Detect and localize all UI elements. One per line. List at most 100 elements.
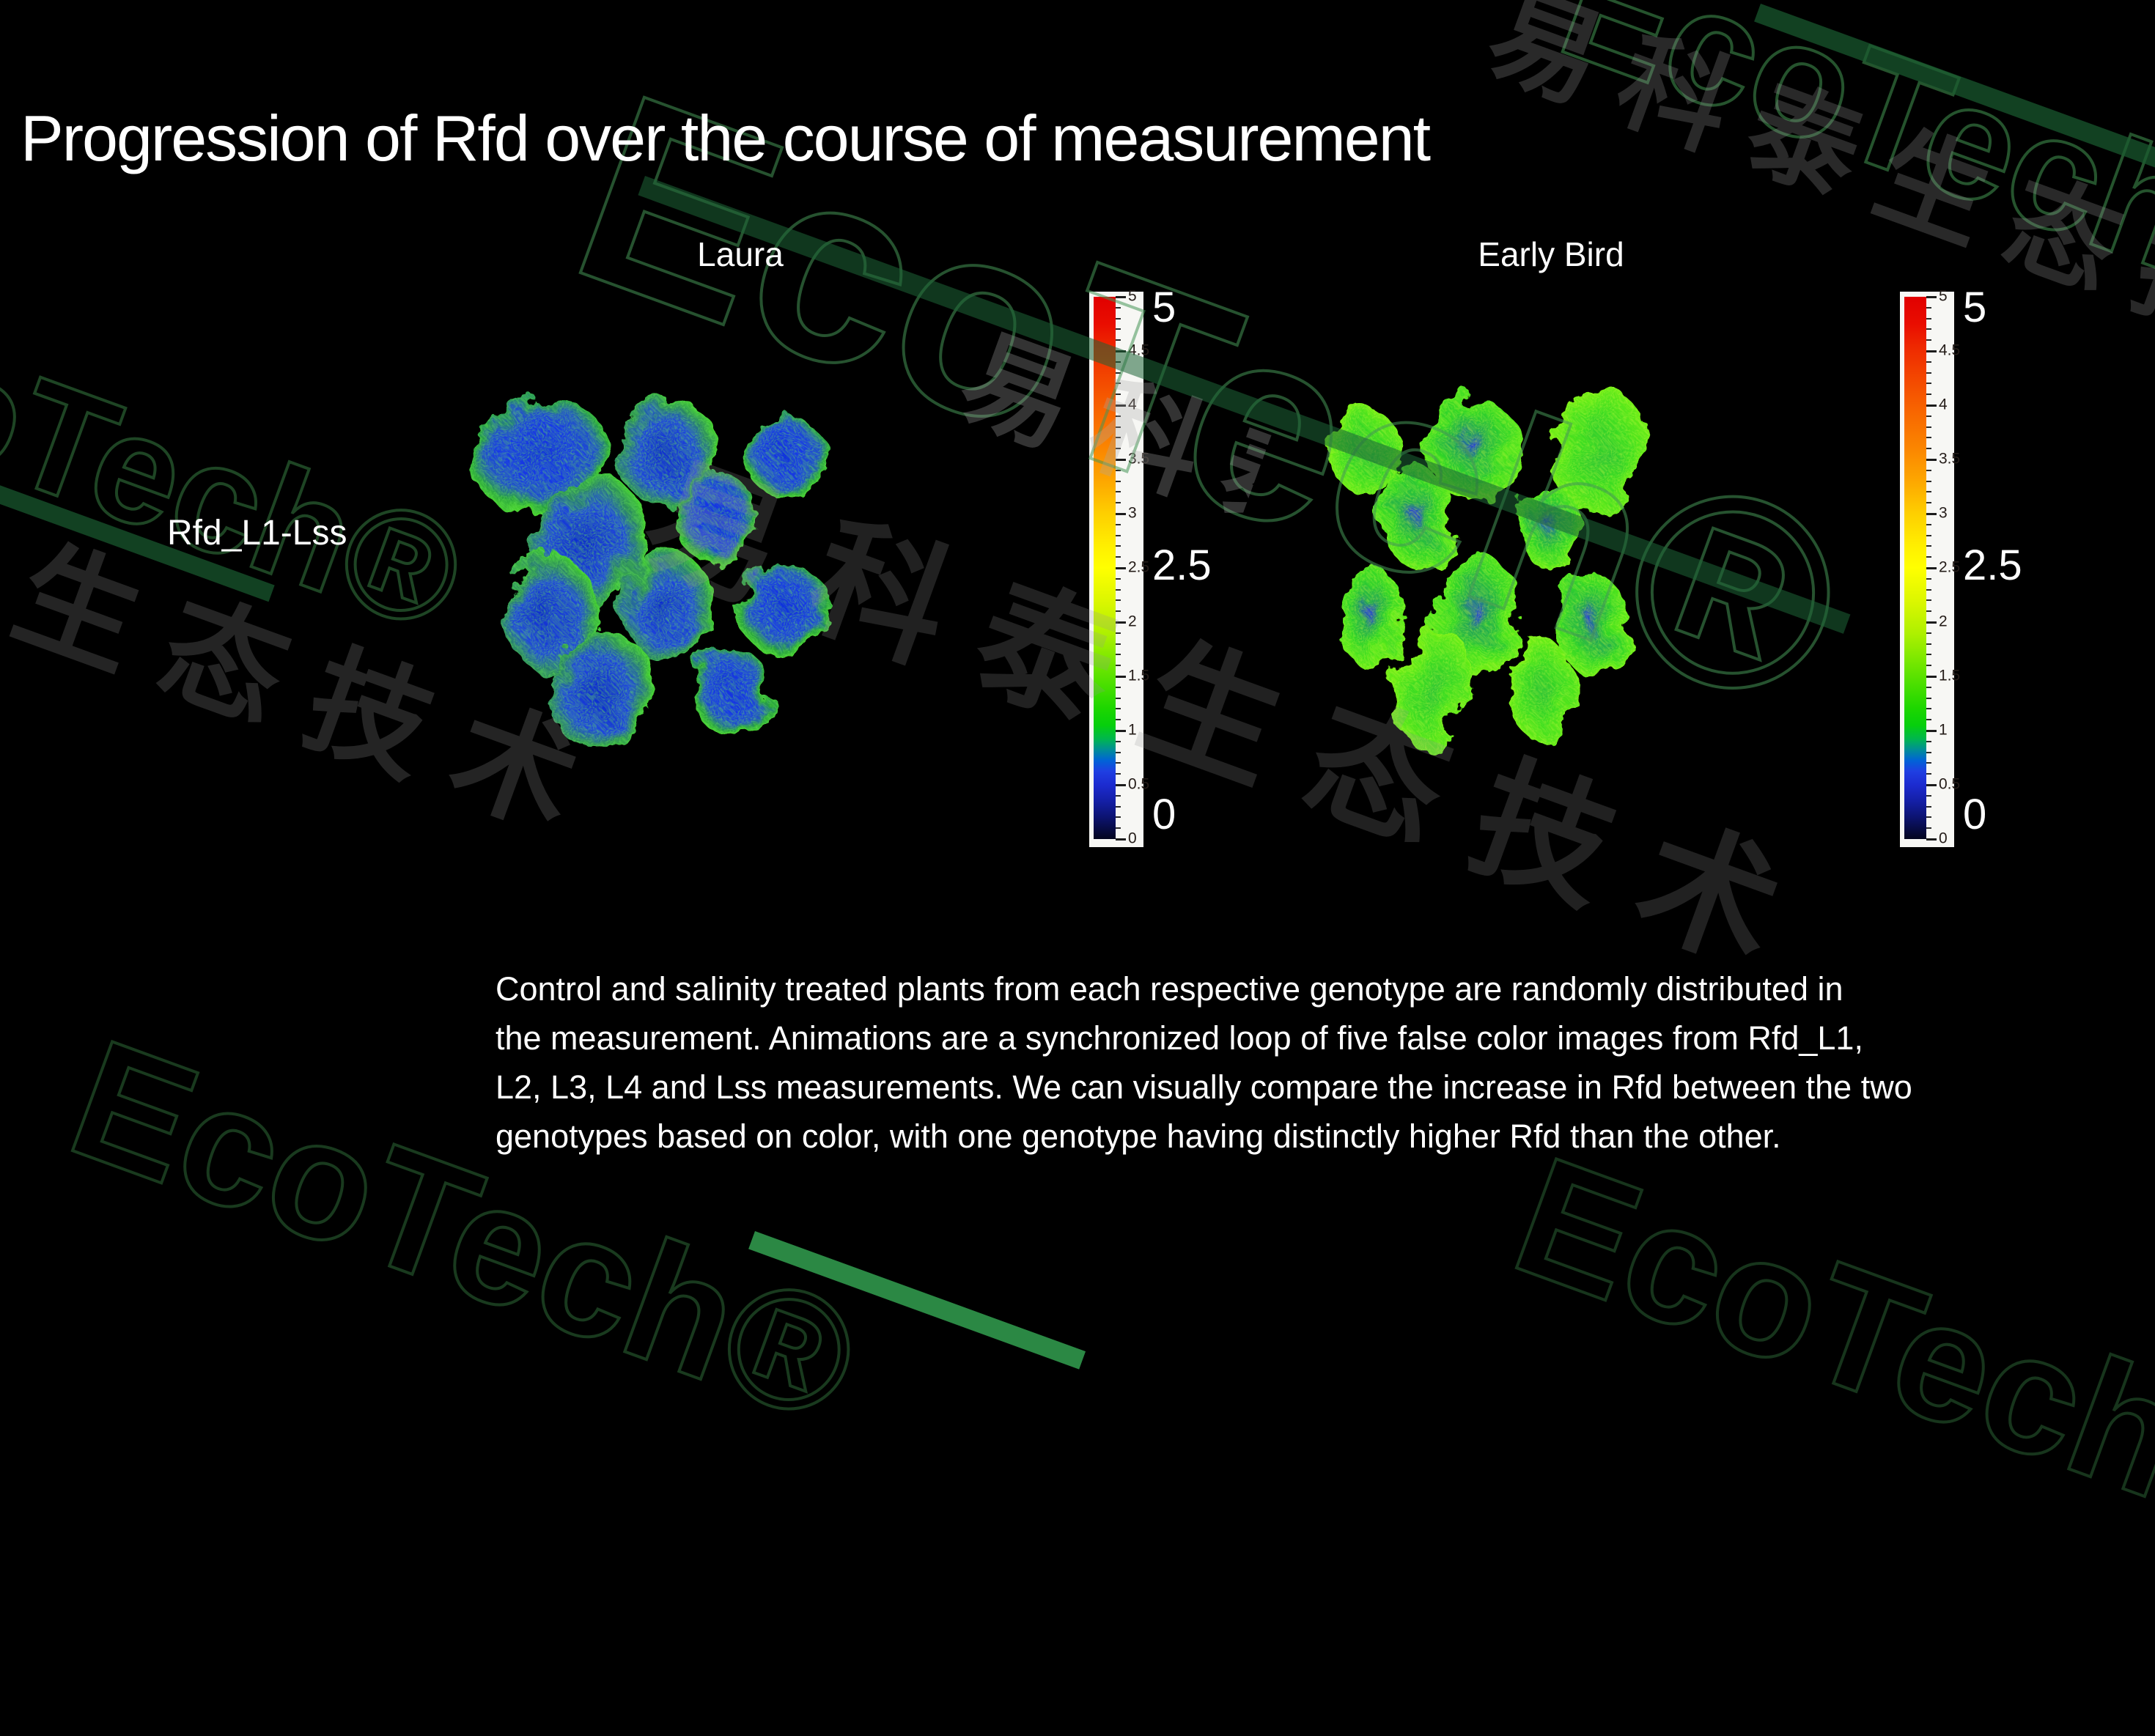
minor-tick [1926, 773, 1931, 775]
major-tick [1116, 784, 1126, 786]
minor-tick [1926, 643, 1931, 645]
tick-label: 3 [1128, 504, 1137, 522]
panel-label-laura: Laura [697, 235, 784, 273]
minor-tick [1116, 523, 1121, 525]
minor-tick [1116, 317, 1121, 320]
minor-tick [1926, 328, 1931, 330]
watermark-underline-bar [1754, 4, 2155, 197]
minor-tick [1116, 383, 1121, 385]
minor-tick [1926, 740, 1931, 742]
minor-tick [1116, 708, 1121, 710]
minor-tick [1116, 665, 1121, 667]
minor-tick [1926, 339, 1931, 341]
minor-tick [1116, 762, 1121, 764]
major-tick [1926, 296, 1937, 298]
colorbar-left: 5 4.5 4 3.5 3 2.5 2 1.5 1 0.5 0 [1089, 288, 1149, 847]
minor-tick [1116, 610, 1121, 613]
minor-tick [1926, 394, 1931, 396]
minor-tick [1116, 805, 1121, 808]
minor-tick [1926, 437, 1931, 439]
minor-tick [1926, 654, 1931, 656]
tick-label: 2 [1939, 613, 1948, 630]
tick-label: 0 [1939, 830, 1948, 847]
laura-false-color-image [469, 385, 831, 763]
minor-tick [1926, 610, 1931, 613]
minor-tick [1116, 773, 1121, 775]
minor-tick [1116, 654, 1121, 656]
major-tick [1926, 513, 1937, 515]
caption-line: Control and salinity treated plants from… [496, 970, 1843, 1008]
tick-label: 4 [1939, 396, 1948, 413]
panel-label-early-bird: Early Bird [1478, 235, 1624, 273]
minor-tick [1926, 708, 1931, 710]
minor-tick [1116, 827, 1121, 830]
colorbar-ticks: 5 4.5 4 3.5 3 2.5 2 1.5 1 0.5 0 [1926, 288, 1960, 847]
major-tick [1116, 513, 1126, 515]
tick-label: 0.5 [1939, 775, 1961, 793]
minor-tick [1926, 805, 1931, 808]
tick-label: 1.5 [1939, 667, 1961, 684]
minor-tick [1926, 523, 1931, 525]
minor-tick [1116, 361, 1121, 363]
caption-line: L2, L3, L4 and Lss measurements. We can … [496, 1068, 1912, 1106]
major-tick [1116, 676, 1126, 678]
caption-line: genotypes based on color, with one genot… [496, 1118, 1781, 1155]
tick-label: 2.5 [1939, 558, 1961, 576]
tick-label: 5 [1939, 287, 1948, 305]
watermark-cjk-text: 易科泰生态技术 [1473, 0, 2155, 415]
minor-tick [1116, 437, 1121, 439]
tick-label: 1 [1939, 721, 1948, 739]
major-tick [1116, 567, 1126, 569]
minor-tick [1116, 816, 1121, 819]
tick-label: 5 [1128, 287, 1137, 305]
tick-label: 4.5 [1939, 341, 1961, 359]
tick-label: 3 [1939, 504, 1948, 522]
minor-tick [1926, 794, 1931, 797]
minor-tick [1926, 534, 1931, 536]
tick-label: 1.5 [1128, 667, 1150, 684]
ecotech-watermark-text: EcoTech® [1494, 1120, 2155, 1576]
minor-tick [1926, 372, 1931, 374]
major-tick [1116, 350, 1126, 352]
ecotech-watermark-text: EcoTech® [0, 248, 484, 665]
colorbar-ticks: 5 4.5 4 3.5 3 2.5 2 1.5 1 0.5 0 [1116, 288, 1149, 847]
tick-label: 3.5 [1128, 450, 1150, 468]
tick-label: 1 [1128, 721, 1137, 739]
minor-tick [1926, 599, 1931, 602]
minor-tick [1926, 361, 1931, 363]
minor-tick [1116, 643, 1121, 645]
minor-tick [1926, 480, 1931, 482]
major-tick [1116, 621, 1126, 624]
ecotech-watermark-bottom-right: EcoTech® [1492, 1119, 2155, 1577]
colorbar-right: 5 4.5 4 3.5 3 2.5 2 1.5 1 0.5 0 [1900, 288, 1960, 847]
major-tick [1926, 567, 1937, 569]
minor-tick [1116, 794, 1121, 797]
minor-tick [1116, 534, 1121, 536]
minor-tick [1926, 306, 1931, 309]
minor-tick [1926, 762, 1931, 764]
minor-tick [1116, 740, 1121, 742]
minor-tick [1926, 751, 1931, 753]
colorbar-max-label: 5 [1963, 284, 1987, 331]
major-tick [1116, 838, 1126, 841]
minor-tick [1926, 719, 1931, 721]
minor-tick [1926, 697, 1931, 699]
slide-title: Progression of Rfd over the course of me… [21, 102, 1431, 174]
minor-tick [1116, 545, 1121, 547]
minor-tick [1926, 588, 1931, 591]
minor-tick [1116, 577, 1121, 580]
minor-tick [1116, 599, 1121, 602]
minor-tick [1926, 383, 1931, 385]
major-tick [1926, 838, 1937, 841]
minor-tick [1926, 502, 1931, 504]
minor-tick [1116, 394, 1121, 396]
minor-tick [1116, 697, 1121, 699]
watermark-underline-bar [748, 1231, 1086, 1370]
colorbar-mid-label: 2.5 [1152, 542, 1212, 589]
major-tick [1116, 459, 1126, 461]
minor-tick [1116, 480, 1121, 482]
minor-tick [1926, 426, 1931, 428]
minor-tick [1926, 415, 1931, 417]
major-tick [1116, 405, 1126, 407]
minor-tick [1116, 491, 1121, 493]
